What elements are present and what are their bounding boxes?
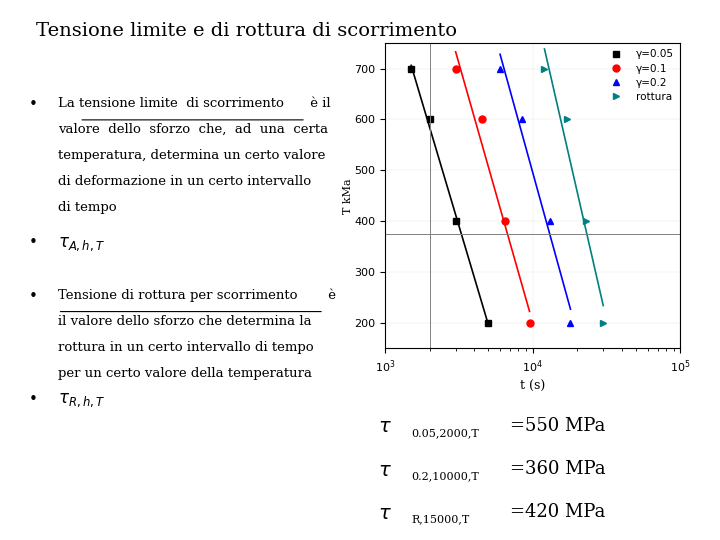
Line: rottura: rottura: [541, 65, 607, 326]
γ=0.05: [426, 116, 434, 123]
rottura: [582, 218, 590, 225]
Text: •: •: [29, 289, 37, 304]
γ=0.2: [518, 116, 527, 123]
Text: $\tau_{R,h,T}$: $\tau_{R,h,T}$: [58, 392, 105, 409]
Line: γ=0.1: γ=0.1: [452, 65, 533, 326]
Text: =360 MPa: =360 MPa: [510, 460, 606, 478]
Line: γ=0.2: γ=0.2: [497, 65, 574, 326]
γ=0.05: [484, 320, 492, 326]
Text: è: è: [324, 289, 336, 302]
Text: è il: è il: [306, 97, 330, 110]
Y-axis label: T kMa: T kMa: [343, 178, 353, 213]
γ=0.05: [451, 218, 460, 225]
Text: il valore dello sforzo che determina la: il valore dello sforzo che determina la: [58, 315, 311, 328]
γ=0.1: [451, 65, 460, 72]
Text: per un certo valore della temperatura: per un certo valore della temperatura: [58, 367, 312, 380]
Text: =550 MPa: =550 MPa: [510, 417, 605, 435]
rottura: [599, 320, 608, 326]
Text: valore  dello  sforzo  che,  ad  una  certa: valore dello sforzo che, ad una certa: [58, 123, 328, 136]
Text: 0.05,2000,T: 0.05,2000,T: [411, 428, 479, 438]
γ=0.2: [566, 320, 575, 326]
γ=0.1: [501, 218, 510, 225]
Text: tensione limite  di scorrimento: tensione limite di scorrimento: [79, 97, 284, 110]
γ=0.1: [477, 116, 486, 123]
Text: rottura in un certo intervallo di tempo: rottura in un certo intervallo di tempo: [58, 341, 313, 354]
Text: Tensione di rottura per scorrimento: Tensione di rottura per scorrimento: [58, 289, 297, 302]
Line: γ=0.05: γ=0.05: [408, 65, 492, 326]
Text: =420 MPa: =420 MPa: [510, 503, 605, 521]
Text: Tensione limite e di rottura di scorrimento: Tensione limite e di rottura di scorrime…: [36, 22, 457, 39]
Text: •: •: [29, 97, 37, 112]
Text: La: La: [58, 97, 78, 110]
Text: R,15000,T: R,15000,T: [411, 515, 469, 525]
Text: $\tau$: $\tau$: [378, 418, 392, 436]
γ=0.05: [407, 65, 415, 72]
Text: $\tau_{A,h,T}$: $\tau_{A,h,T}$: [58, 235, 104, 253]
Text: $\tau$: $\tau$: [378, 505, 392, 523]
Text: temperatura, determina un certo valore: temperatura, determina un certo valore: [58, 149, 325, 162]
Text: di deformazione in un certo intervallo: di deformazione in un certo intervallo: [58, 175, 311, 188]
rottura: [540, 65, 549, 72]
γ=0.2: [545, 218, 554, 225]
γ=0.1: [525, 320, 534, 326]
rottura: [562, 116, 571, 123]
X-axis label: t (s): t (s): [520, 380, 546, 393]
γ=0.2: [496, 65, 505, 72]
Text: 0.2,10000,T: 0.2,10000,T: [411, 471, 479, 482]
Legend: γ=0.05, γ=0.1, γ=0.2, rottura: γ=0.05, γ=0.1, γ=0.2, rottura: [600, 45, 678, 106]
Text: •: •: [29, 235, 37, 250]
Text: •: •: [29, 392, 37, 407]
Text: di tempo: di tempo: [58, 201, 116, 214]
Text: $\tau$: $\tau$: [378, 462, 392, 480]
